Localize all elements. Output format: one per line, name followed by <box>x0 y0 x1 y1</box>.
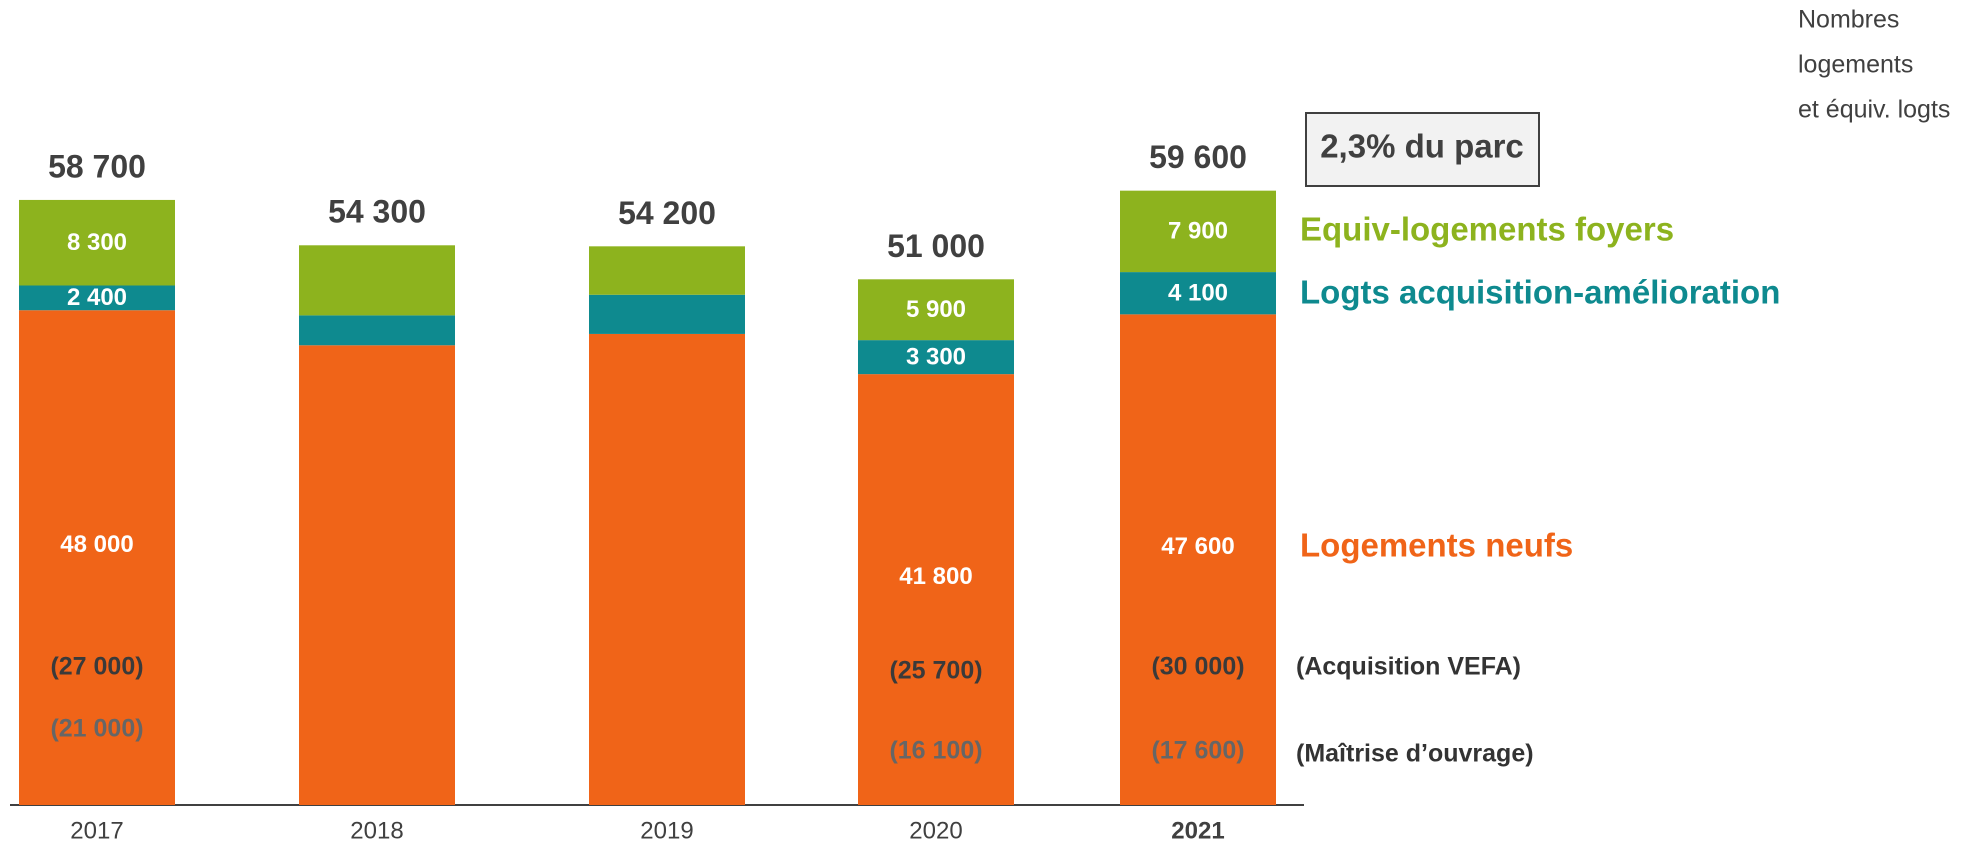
breakdown-label: (30 000) <box>1151 653 1244 681</box>
bar-segment <box>858 374 1014 805</box>
x-tick-label: 2017 <box>70 817 123 842</box>
total-label: 51 000 <box>887 228 985 264</box>
segment-label: 41 800 <box>899 563 972 590</box>
x-tick-label: 2018 <box>350 817 403 842</box>
bar-segment <box>858 340 1014 375</box>
bar-segment <box>19 285 175 311</box>
x-tick-label: 2019 <box>640 817 693 842</box>
segment-label: 2 400 <box>67 284 127 311</box>
breakdown-label: (21 000) <box>50 715 143 743</box>
breakdown-label: (16 100) <box>889 737 982 765</box>
segment-label: 5 900 <box>906 296 966 323</box>
segment-label: 7 900 <box>1168 218 1228 245</box>
total-label: 59 600 <box>1149 139 1247 175</box>
breakdown-label: (25 700) <box>889 657 982 685</box>
bar-segment <box>1120 314 1276 805</box>
unit-label: logements <box>1798 51 1913 79</box>
segment-label: 48 000 <box>60 531 133 558</box>
breakdown-legend: (Maîtrise d’ouvrage) <box>1296 740 1534 768</box>
annotation-box <box>1305 112 1540 187</box>
breakdown-legend: (Acquisition VEFA) <box>1296 653 1521 681</box>
bar-segment <box>589 333 745 805</box>
breakdown-label: (17 600) <box>1151 737 1244 765</box>
segment-label: 3 300 <box>906 343 966 370</box>
bar-segment <box>299 345 455 805</box>
total-label: 54 300 <box>328 194 426 230</box>
segment-label: 4 100 <box>1168 280 1228 307</box>
bar-segment <box>589 246 745 295</box>
legend-label: Logements neufs <box>1300 527 1573 564</box>
bar-segment <box>1120 272 1276 315</box>
total-label: 54 200 <box>618 195 716 231</box>
breakdown-label: (27 000) <box>50 653 143 681</box>
segment-label: 47 600 <box>1161 533 1234 560</box>
legend-label: Equiv-logements foyers <box>1300 211 1674 248</box>
unit-label: Nombres <box>1798 6 1899 34</box>
bar-segment <box>19 199 175 286</box>
x-tick-label: 2021 <box>1171 817 1224 842</box>
bar-segment <box>299 245 455 316</box>
legend-label: Logts acquisition-amélioration <box>1300 274 1780 311</box>
segment-label: 8 300 <box>67 229 127 256</box>
annotation: 2,3% du parc <box>1320 128 1524 165</box>
bar-segment <box>1120 190 1276 273</box>
bar-segment <box>19 310 175 805</box>
bar-segment <box>299 315 455 346</box>
unit-label: et équiv. logts <box>1798 96 1950 124</box>
bar-segment <box>858 279 1014 341</box>
bar-segment <box>589 294 745 334</box>
x-tick-label: 2020 <box>909 817 962 842</box>
total-label: 58 700 <box>48 148 146 184</box>
